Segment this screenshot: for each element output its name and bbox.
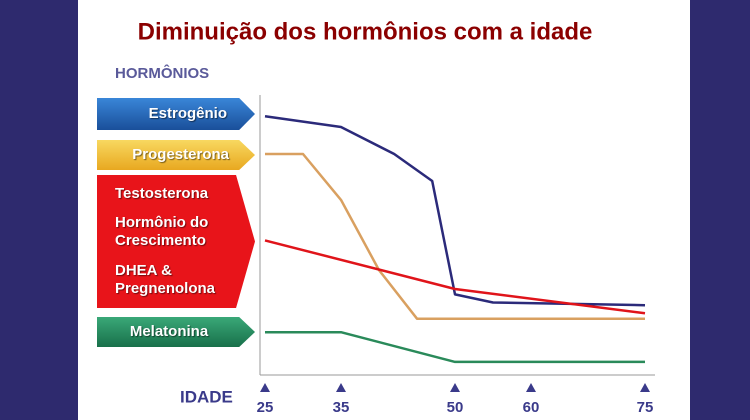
x-axis-label: IDADE (180, 387, 233, 406)
x-tick-label: 35 (333, 399, 350, 416)
x-tick-label: 25 (257, 399, 274, 416)
y-axis-label: HORMÔNIOS (115, 64, 209, 82)
x-tick (640, 383, 650, 392)
x-tick-label: 75 (637, 399, 654, 416)
legend-label: Hormônio do Crescimento (115, 214, 209, 250)
legend-label: Estrogênio (148, 105, 227, 122)
chart-title: Diminuição dos hormônios com a idade (138, 18, 593, 45)
legend-label: Testosterona (115, 184, 209, 202)
series-line (265, 330, 645, 364)
legend-label: DHEA & Pregnenolona (115, 262, 216, 298)
series-line (264, 114, 646, 307)
legend-item: Melatonina (97, 317, 255, 347)
series-line (264, 239, 646, 315)
x-tick-label: 60 (523, 399, 540, 416)
legend-label: Melatonina (129, 323, 209, 340)
legend-item: Progesterona (97, 140, 255, 170)
legend-label: Progesterona (132, 146, 229, 163)
series-line (265, 152, 645, 320)
legend-item: Testosterona Hormônio do Crescimento DHE… (97, 175, 255, 308)
x-tick (260, 383, 270, 392)
x-tick-label: 50 (447, 399, 464, 416)
legend-item: Estrogênio (97, 98, 255, 130)
x-tick (450, 383, 460, 392)
x-tick (336, 383, 346, 392)
x-tick (526, 383, 536, 392)
